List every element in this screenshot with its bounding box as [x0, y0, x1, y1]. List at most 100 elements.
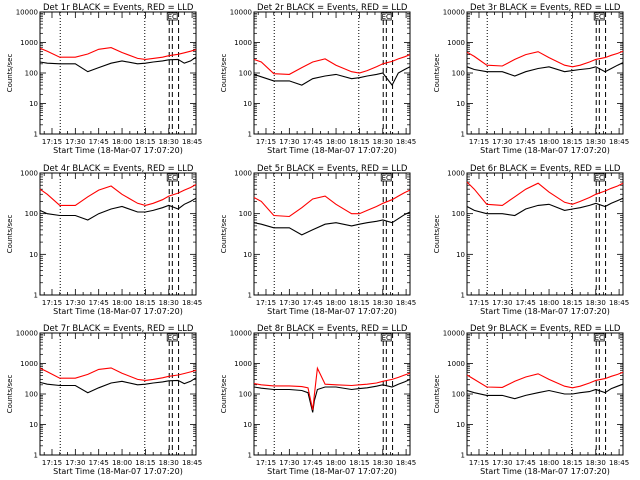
- x-tick-label: 18:45: [609, 299, 629, 307]
- series-events-line: [253, 211, 411, 236]
- x-tick-label: 17:30: [65, 138, 85, 146]
- x-tick-label: 18:30: [159, 138, 179, 146]
- y-tick-label: 100: [25, 391, 38, 399]
- y-tick-label: 10: [29, 100, 38, 108]
- y-tick-label: 1: [461, 131, 465, 139]
- series-events-line: [466, 383, 624, 400]
- x-tick-label: 18:15: [562, 299, 582, 307]
- panel-title: Det 1r BLACK = Events, RED = LLD: [43, 3, 194, 13]
- panel-det-7: Det 7r BLACK = Events, RED = LLD 1 10 100 10…: [6, 324, 202, 476]
- x-tick-label: 17:30: [65, 299, 85, 307]
- ec-box: [380, 333, 392, 342]
- y-tick-label: 10000: [230, 330, 252, 338]
- y-tick-label: 10000: [16, 9, 38, 17]
- series-events-line: [39, 377, 197, 394]
- y-tick-label: 10: [29, 421, 38, 429]
- y-tick-label: 10: [456, 100, 465, 108]
- y-tick-label: 1: [461, 452, 465, 460]
- panel-det-4: Det 4r BLACK = Events, RED = LLD 1 10 100 10…: [6, 164, 202, 316]
- x-tick-label: 18:00: [539, 459, 559, 467]
- series-lld-line: [466, 50, 624, 68]
- y-tick-label: 100: [239, 391, 252, 399]
- y-tick-label: 10000: [16, 330, 38, 338]
- series-events-line: [466, 62, 624, 77]
- x-tick-label: 18:15: [562, 138, 582, 146]
- series-events-line: [466, 197, 624, 217]
- y-tick-label: 10: [243, 251, 252, 259]
- y-tick-label: 1000: [234, 170, 252, 178]
- x-tick-label: 17:30: [492, 459, 512, 467]
- series-lld-line: [253, 366, 411, 411]
- panel-det-9: Det 9r BLACK = Events, RED = LLD 1 10 100 10…: [433, 324, 629, 476]
- x-tick-label: 18:00: [539, 138, 559, 146]
- ec-box-label: EC: [168, 334, 177, 342]
- ec-box: [166, 12, 178, 21]
- series-events-line: [253, 378, 411, 413]
- x-tick-label: 18:30: [586, 138, 606, 146]
- plot-frame: [466, 172, 624, 296]
- x-axis-label: Start Time (18-Mar-07 17:07:20): [480, 307, 610, 316]
- x-axis-label: Start Time (18-Mar-07 17:07:20): [267, 307, 397, 316]
- series-lld-line: [39, 367, 197, 381]
- y-tick-label: 10000: [443, 330, 465, 338]
- panel-det-2: Det 2r BLACK = Events, RED = LLD 1 10 100 10…: [220, 3, 416, 155]
- y-tick-label: 1: [461, 292, 465, 300]
- y-axis-label: Counts/sec: [220, 375, 228, 414]
- ec-box-label: EC: [168, 13, 177, 21]
- x-tick-label: 18:00: [326, 299, 346, 307]
- ec-box: [166, 173, 178, 182]
- x-tick-label: 17:45: [516, 459, 536, 467]
- x-tick-label: 18:00: [326, 138, 346, 146]
- y-axis-label: Counts/sec: [6, 375, 14, 414]
- panel-title: Det 7r BLACK = Events, RED = LLD: [43, 324, 194, 334]
- x-tick-label: 17:15: [256, 299, 276, 307]
- ec-box: [166, 333, 178, 342]
- y-tick-label: 1: [248, 292, 252, 300]
- x-tick-label: 17:15: [469, 459, 489, 467]
- x-tick-label: 17:30: [65, 459, 85, 467]
- x-tick-label: 17:45: [303, 299, 323, 307]
- ec-box: [593, 12, 605, 21]
- plot-frame: [39, 172, 197, 296]
- x-tick-label: 17:30: [279, 299, 299, 307]
- x-tick-label: 18:30: [586, 299, 606, 307]
- y-axis-label: Counts/sec: [6, 54, 14, 93]
- panel-title: Det 3r BLACK = Events, RED = LLD: [470, 3, 621, 13]
- series-lld-line: [39, 184, 197, 206]
- panel-title: Det 5r BLACK = Events, RED = LLD: [257, 164, 408, 174]
- y-tick-label: 10: [456, 251, 465, 259]
- y-tick-label: 10: [243, 100, 252, 108]
- x-tick-label: 18:00: [112, 299, 132, 307]
- x-tick-label: 18:15: [135, 459, 155, 467]
- panel-det-3: Det 3r BLACK = Events, RED = LLD 1 10 100 10…: [433, 3, 629, 155]
- x-tick-label: 17:30: [492, 299, 512, 307]
- ec-box: [593, 173, 605, 182]
- x-axis-label: Start Time (18-Mar-07 17:07:20): [53, 467, 183, 476]
- ec-box-label: EC: [595, 334, 604, 342]
- y-tick-label: 10: [29, 251, 38, 259]
- x-tick-label: 18:00: [112, 459, 132, 467]
- x-tick-label: 18:45: [609, 459, 629, 467]
- x-tick-label: 17:30: [279, 459, 299, 467]
- x-tick-label: 18:30: [159, 299, 179, 307]
- y-tick-label: 10: [456, 421, 465, 429]
- panel-title: Det 4r BLACK = Events, RED = LLD: [43, 164, 194, 174]
- y-tick-label: 1000: [20, 39, 38, 47]
- y-tick-label: 100: [452, 210, 465, 218]
- x-axis-label: Start Time (18-Mar-07 17:07:20): [53, 307, 183, 316]
- panel-title: Det 6r BLACK = Events, RED = LLD: [470, 164, 621, 174]
- ec-box-label: EC: [382, 174, 391, 182]
- y-tick-label: 100: [239, 70, 252, 78]
- y-tick-label: 1: [248, 452, 252, 460]
- y-tick-label: 100: [25, 70, 38, 78]
- x-tick-label: 17:45: [516, 299, 536, 307]
- ec-box: [593, 333, 605, 342]
- x-tick-label: 18:15: [349, 299, 369, 307]
- x-tick-label: 18:45: [396, 138, 416, 146]
- y-tick-label: 1: [248, 131, 252, 139]
- panel-det-8: Det 8r BLACK = Events, RED = LLD 1 10 100 10…: [220, 324, 416, 476]
- plot-frame: [253, 172, 411, 296]
- y-tick-label: 10000: [230, 9, 252, 17]
- y-axis-label: Counts/sec: [220, 54, 228, 93]
- ec-box-label: EC: [168, 174, 177, 182]
